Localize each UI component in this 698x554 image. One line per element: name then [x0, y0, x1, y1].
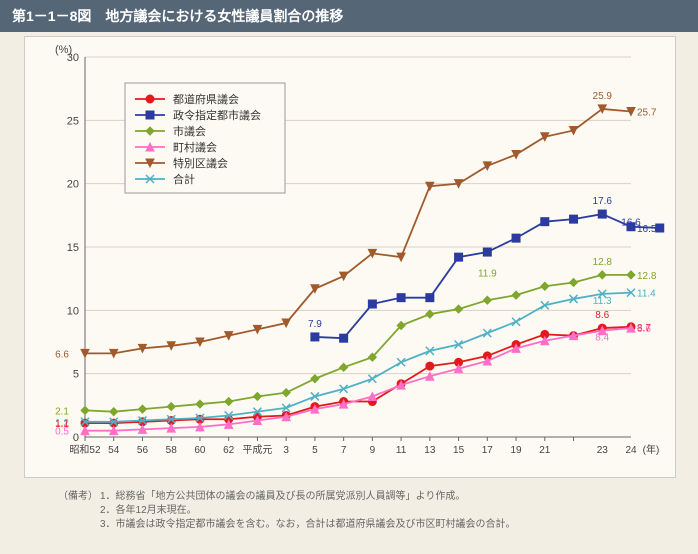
notes-lead: （備考） [58, 490, 100, 504]
svg-text:20: 20 [67, 179, 79, 191]
svg-text:0: 0 [73, 432, 79, 444]
svg-text:58: 58 [166, 445, 178, 456]
svg-text:62: 62 [223, 445, 235, 456]
chart-container: 051015202530(%)昭和525456586062平成元35791113… [24, 36, 676, 478]
svg-text:15: 15 [453, 445, 465, 456]
svg-text:60: 60 [194, 445, 206, 456]
svg-text:特別区議会: 特別区議会 [173, 156, 228, 170]
svg-text:11: 11 [396, 445, 407, 456]
svg-text:15: 15 [67, 242, 79, 254]
svg-text:19: 19 [510, 445, 522, 456]
svg-text:8.6: 8.6 [637, 324, 651, 335]
svg-text:13: 13 [424, 445, 436, 456]
svg-text:21: 21 [539, 445, 551, 456]
svg-text:昭和52: 昭和52 [69, 444, 101, 456]
svg-text:5: 5 [312, 445, 318, 456]
svg-text:7.9: 7.9 [308, 319, 322, 330]
svg-text:17.6: 17.6 [593, 196, 613, 207]
svg-text:56: 56 [137, 445, 149, 456]
svg-text:17: 17 [482, 445, 494, 456]
svg-text:6.6: 6.6 [55, 349, 69, 360]
svg-text:7: 7 [341, 445, 347, 456]
svg-text:11.9: 11.9 [478, 268, 497, 279]
line-chart: 051015202530(%)昭和525456586062平成元35791113… [25, 37, 675, 477]
footnotes: （備考）1．総務省「地方公共団体の議会の議員及び長の所属党派別人員調等」より作成… [58, 490, 516, 532]
svg-text:(年): (年) [643, 443, 660, 456]
svg-text:5: 5 [73, 369, 79, 381]
svg-text:11.3: 11.3 [593, 296, 612, 307]
svg-text:12.8: 12.8 [637, 271, 657, 282]
svg-text:25: 25 [67, 115, 79, 127]
note-3: 3．市議会は政令指定都市議会を含む。なお，合計は都道府県議会及び市区町村議会の合… [100, 519, 516, 530]
svg-text:16.6: 16.6 [621, 218, 641, 229]
svg-text:10: 10 [67, 305, 79, 317]
svg-text:23: 23 [597, 445, 609, 456]
figure-frame: 第1－1－8図 地方議会における女性議員割合の推移 051015202530(%… [0, 0, 698, 554]
svg-text:9: 9 [370, 445, 376, 456]
figure-title: 第1－1－8図 地方議会における女性議員割合の推移 [0, 0, 698, 32]
svg-text:2.1: 2.1 [55, 406, 69, 417]
svg-text:25.7: 25.7 [637, 107, 657, 118]
svg-text:24: 24 [625, 445, 637, 456]
note-2: 2．各年12月末現在。 [100, 505, 197, 516]
svg-text:54: 54 [108, 445, 120, 456]
svg-text:8.4: 8.4 [595, 333, 609, 344]
svg-text:町村議会: 町村議会 [173, 140, 217, 154]
svg-text:(%): (%) [55, 44, 72, 56]
svg-text:合計: 合計 [173, 172, 195, 186]
svg-text:12.8: 12.8 [593, 257, 613, 268]
note-1: 1．総務省「地方公共団体の議会の議員及び長の所属党派別人員調等」より作成。 [100, 491, 465, 502]
svg-text:政令指定都市議会: 政令指定都市議会 [173, 108, 261, 122]
svg-text:3: 3 [283, 445, 289, 456]
svg-text:11.4: 11.4 [637, 289, 656, 300]
svg-text:25.9: 25.9 [593, 91, 613, 102]
svg-text:8.6: 8.6 [595, 310, 609, 321]
svg-text:都道府県議会: 都道府県議会 [173, 92, 239, 106]
svg-text:平成元: 平成元 [242, 444, 272, 456]
svg-text:市議会: 市議会 [173, 124, 206, 138]
svg-text:0.5: 0.5 [55, 427, 69, 438]
